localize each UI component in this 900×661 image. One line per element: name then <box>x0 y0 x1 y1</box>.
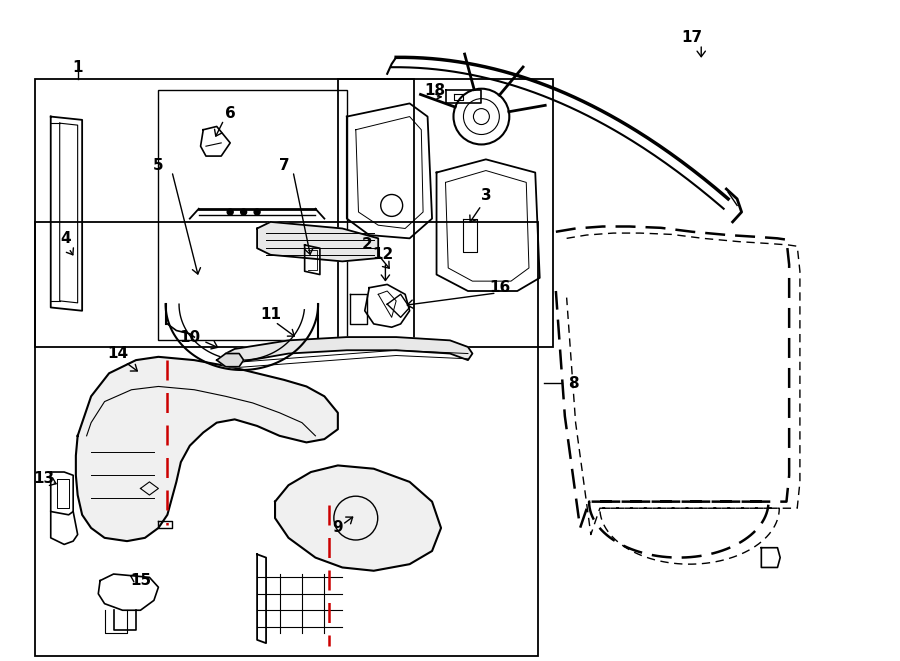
Text: 8: 8 <box>569 375 579 391</box>
Text: 4: 4 <box>60 231 71 246</box>
Text: 7: 7 <box>279 159 289 173</box>
Circle shape <box>227 209 233 215</box>
Text: 6: 6 <box>225 106 236 121</box>
Bar <box>158 91 346 340</box>
Text: 1: 1 <box>72 59 83 75</box>
Text: 9: 9 <box>332 520 343 535</box>
Text: 17: 17 <box>681 30 703 45</box>
Text: 14: 14 <box>107 346 129 361</box>
Bar <box>35 222 538 656</box>
Text: 16: 16 <box>490 280 511 295</box>
Circle shape <box>254 209 260 215</box>
Polygon shape <box>257 222 378 261</box>
Text: 2: 2 <box>362 237 373 253</box>
Text: 10: 10 <box>179 330 201 344</box>
Bar <box>35 79 414 347</box>
Polygon shape <box>76 357 338 541</box>
Text: 11: 11 <box>260 307 281 321</box>
Text: 5: 5 <box>153 159 164 173</box>
Text: 15: 15 <box>130 573 151 588</box>
Polygon shape <box>221 337 472 368</box>
Polygon shape <box>217 354 244 367</box>
Circle shape <box>240 209 247 215</box>
Text: 12: 12 <box>372 247 393 262</box>
Text: 18: 18 <box>424 83 446 98</box>
Text: 13: 13 <box>33 471 54 486</box>
Polygon shape <box>275 465 441 570</box>
Bar <box>338 79 554 347</box>
Text: 3: 3 <box>481 188 491 203</box>
